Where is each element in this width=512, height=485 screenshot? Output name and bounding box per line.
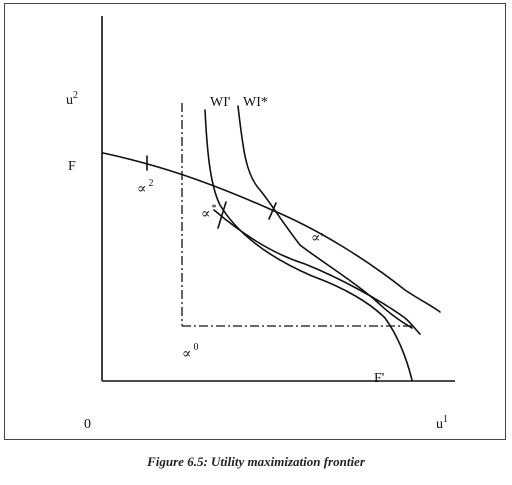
y-axis-label: u2 [66,90,78,108]
figure-frame [4,3,506,440]
alpha2-label: ∝ 2 [137,178,153,197]
wi-star-curve [237,105,413,329]
figure-caption: Figure 6.5: Utility maximization frontie… [147,454,365,469]
frontier-start-label: F [68,159,76,174]
wi-star-label: WI* [243,95,268,110]
alpha0-label: ∝ 0 [182,342,198,362]
tick-marks [146,155,277,229]
origin-label: 0 [84,417,91,432]
frontier-end-label: F' [374,371,384,386]
x-axis-label: u1 [436,414,448,432]
tangency-tick [268,202,277,220]
axes [101,16,455,382]
frontier-curve-lower [213,209,421,335]
alpha-star-label: ∝* [201,203,216,222]
alpha-prime-label: ∝' [311,231,323,246]
alpha-star-tick [217,201,227,229]
wi-prime-curve [204,109,413,381]
alpha0-reference-lines [181,103,415,327]
wi-prime-label: WI' [210,95,230,110]
frontier-curve-upper [102,152,441,313]
